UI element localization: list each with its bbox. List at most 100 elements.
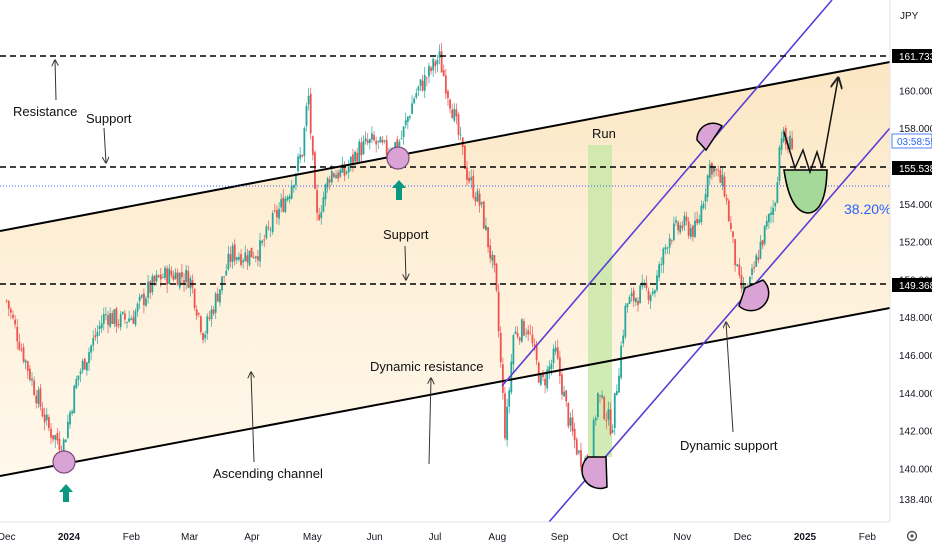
candle-body (252, 256, 255, 258)
candle-body (261, 240, 264, 244)
pointer-dynamic-support (726, 322, 734, 433)
candle-body (136, 303, 139, 312)
candle-body (77, 375, 80, 380)
candle-body (423, 75, 426, 91)
candle-body (100, 323, 103, 329)
candle-body (324, 184, 327, 200)
candle-body (7, 300, 10, 309)
price-tick-label: 152.000 (899, 238, 932, 249)
candle-body (276, 210, 278, 218)
candle-body (41, 408, 44, 417)
candle-body (651, 291, 654, 294)
candle-body (444, 75, 447, 94)
candle-body (299, 154, 302, 159)
candle-body (539, 374, 542, 385)
candle-body (749, 277, 751, 290)
candle-body (491, 254, 494, 261)
candle-body (216, 293, 219, 302)
candle-body (119, 314, 122, 328)
current-price-tag: 155.538 (892, 161, 932, 175)
candle-body (176, 272, 179, 286)
ascending-channel-fill (0, 62, 890, 476)
candle-body (438, 51, 441, 58)
candle-body (356, 152, 359, 162)
time-tick-label: Jul (429, 532, 442, 543)
candle-body (624, 305, 627, 337)
candle-body (128, 318, 131, 322)
candle-body (402, 126, 405, 138)
candle-body (383, 140, 386, 142)
candle-body (162, 276, 164, 278)
candle-body (14, 319, 17, 325)
candle-body (159, 274, 162, 280)
candle-body (675, 220, 677, 223)
candle-body (470, 177, 473, 181)
candle-body (81, 360, 84, 371)
candle-body (335, 174, 337, 179)
candle-body (679, 225, 682, 233)
candle-body (542, 373, 544, 378)
candle-body (548, 366, 551, 372)
time-tick-label: Feb (859, 532, 877, 543)
candle-body (69, 412, 71, 425)
candle-body (210, 309, 213, 320)
candle-body (71, 411, 74, 414)
price-tick-label: 160.000 (899, 86, 932, 97)
time-scale-panel[interactable] (0, 522, 890, 550)
candle-body (37, 390, 40, 404)
candle-body (318, 214, 321, 220)
candle-body (603, 396, 606, 419)
candle-body (681, 225, 684, 229)
candle-body (434, 61, 437, 67)
candle-body (497, 291, 500, 332)
candle-body (98, 325, 101, 329)
candle-body (550, 363, 553, 369)
candle-body (155, 274, 158, 282)
candle-body (368, 139, 371, 143)
candle-body (235, 257, 238, 260)
candle-body (326, 178, 329, 188)
price-tick-label: 142.000 (899, 427, 932, 438)
candle-body (508, 390, 511, 407)
candle-body (535, 344, 538, 361)
candle-body (354, 151, 356, 162)
candle-body (516, 333, 519, 337)
candle-body (286, 197, 289, 201)
price-scale-panel[interactable] (890, 0, 932, 550)
candle-body (653, 290, 656, 294)
candle-body (47, 417, 50, 429)
cup-formation (783, 169, 828, 214)
candle-body (670, 240, 673, 242)
candle-body (768, 214, 770, 223)
candle-body (375, 140, 378, 145)
candle-body (223, 276, 226, 278)
candle-body (102, 314, 105, 324)
currency-label[interactable]: JPY (900, 11, 919, 22)
candle-body (366, 140, 369, 144)
candle-body (685, 216, 688, 222)
candle-body (520, 319, 523, 342)
candle-body (337, 172, 340, 179)
green-arrow-jan (59, 484, 73, 502)
candle-body (168, 268, 171, 285)
candle-body (284, 198, 287, 213)
candle-body (732, 231, 734, 237)
green-arrow-jun (392, 180, 406, 200)
support-price-tag: 149.368 (892, 278, 932, 292)
candle-body (345, 171, 348, 174)
candle-body (62, 439, 65, 453)
candle-body (622, 335, 625, 344)
candle-body (778, 147, 781, 182)
candle-body (704, 194, 707, 202)
settings-icon[interactable] (906, 530, 918, 542)
candle-body (740, 274, 743, 289)
candle-body (96, 331, 99, 337)
candle-body (35, 395, 38, 403)
candle-body (18, 341, 21, 350)
candle-body (607, 409, 610, 420)
candle-body (428, 66, 430, 77)
candle-body (761, 240, 764, 246)
label-support-mid: Support (383, 227, 429, 242)
candle-body (759, 241, 762, 259)
